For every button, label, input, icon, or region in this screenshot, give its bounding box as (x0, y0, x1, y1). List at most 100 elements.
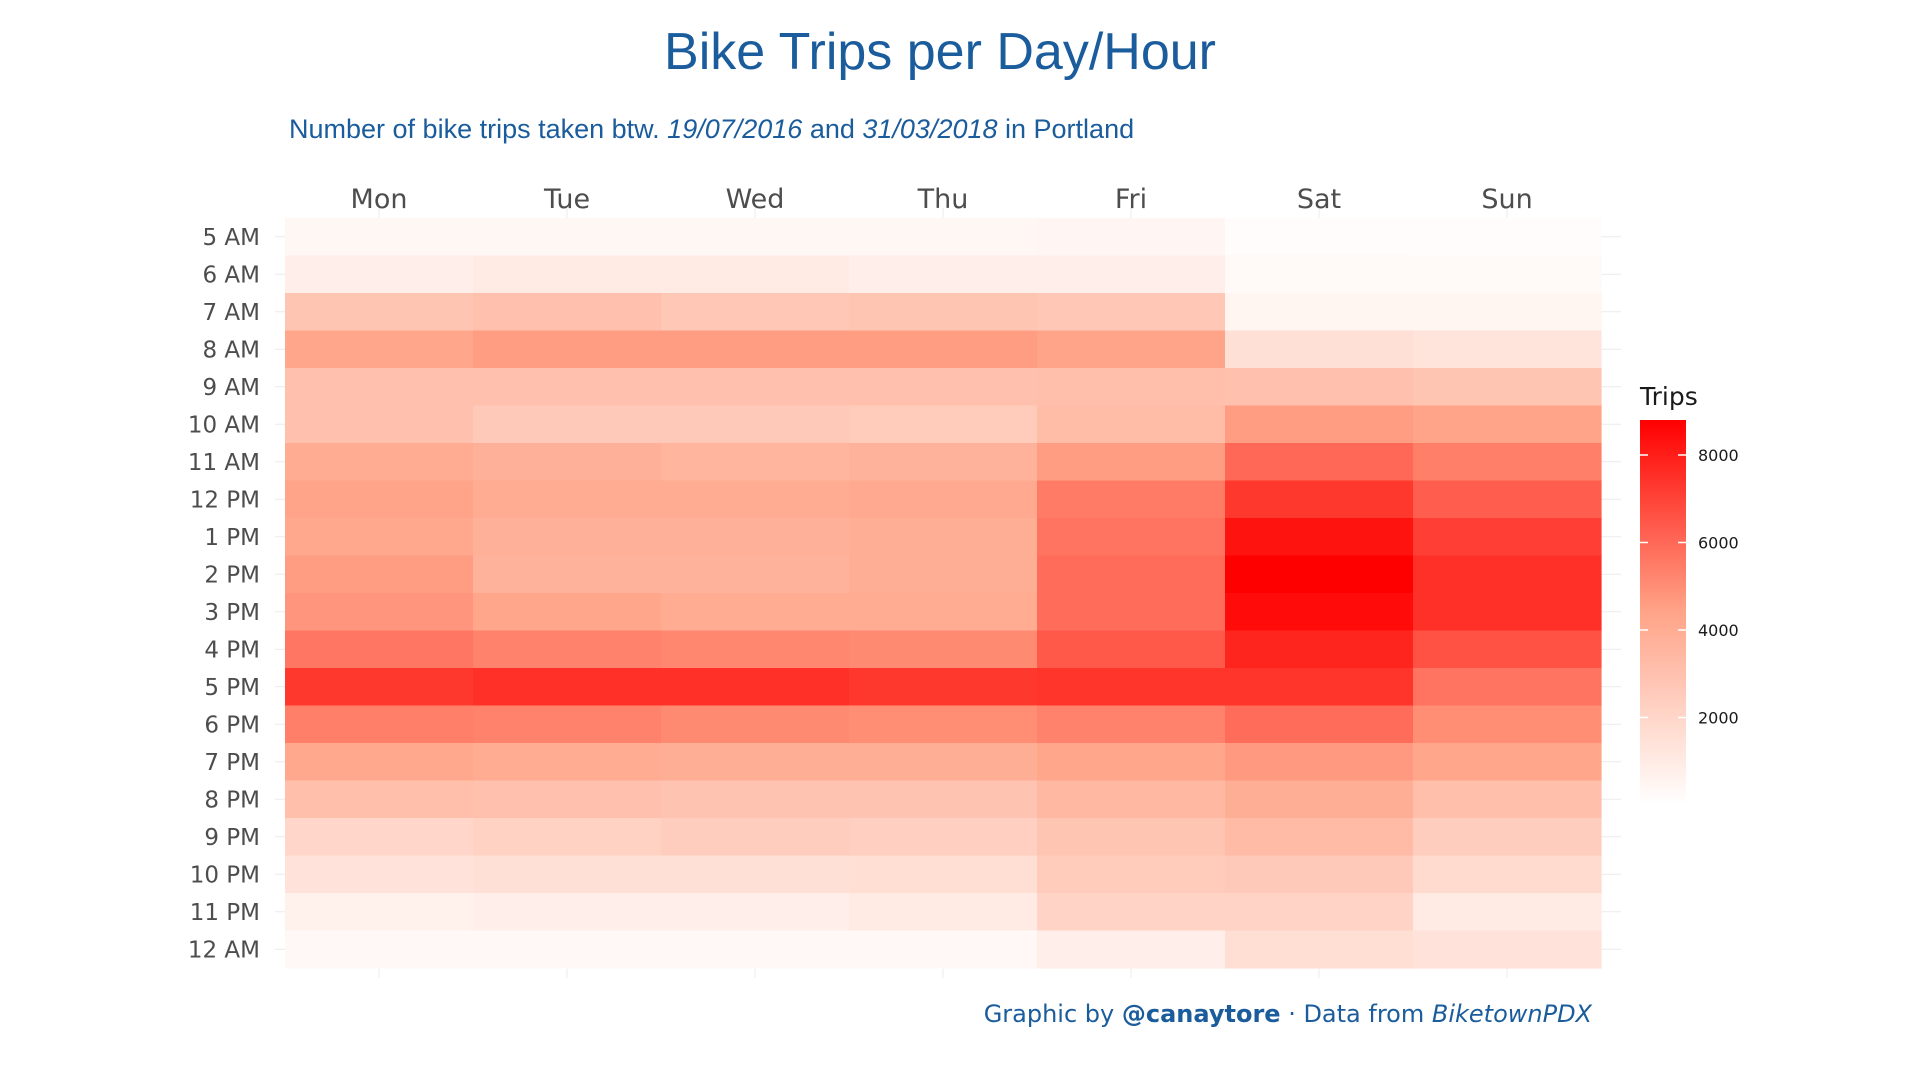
heatmap-cell (1225, 705, 1414, 744)
heatmap-cell (1413, 855, 1602, 894)
heatmap-cell (285, 818, 474, 857)
heatmap-cell (285, 443, 474, 482)
subtitle-end-date: 31/03/2018 (862, 114, 998, 144)
heatmap-cell (1413, 330, 1602, 369)
heatmap-cell (1413, 630, 1602, 669)
heatmap-cell (849, 855, 1038, 894)
heatmap-cell (285, 893, 474, 932)
subtitle-start-date: 19/07/2016 (667, 114, 803, 144)
heatmap-cell (473, 555, 662, 594)
heatmap-cell (1037, 368, 1226, 407)
heatmap-cell (661, 443, 850, 482)
heatmap-cell (1413, 743, 1602, 782)
caption-source: BiketownPDX (1431, 1000, 1592, 1028)
hour-label: 5 AM (202, 225, 260, 251)
heatmap-cell (849, 893, 1038, 932)
heatmap-cell (1225, 518, 1414, 557)
heatmap-cell (1413, 218, 1602, 257)
heatmap-cell (473, 255, 662, 294)
heatmap-cell (849, 293, 1038, 332)
heatmap-cell (1225, 630, 1414, 669)
heatmap-cell (285, 555, 474, 594)
hour-axis-labels: 5 AM 6 AM 7 AM 8 AM 9 AM 10 AM 11 AM 12 PM 1 PM 2… (188, 225, 260, 964)
heatmap-cell (473, 743, 662, 782)
subtitle-prefix: Number of bike trips taken btw. (289, 114, 668, 144)
heatmap-cell (849, 780, 1038, 819)
heatmap-cell (473, 630, 662, 669)
heatmap-cell (285, 930, 474, 969)
day-axis-labels: Mon Tue Wed Thu Fri Sat Sun (351, 184, 1533, 215)
heatmap-cell (473, 780, 662, 819)
heatmap-cell (849, 443, 1038, 482)
heatmap-cell (1037, 705, 1226, 744)
heatmap-cell (661, 593, 850, 632)
heatmap-cell (1413, 705, 1602, 744)
hour-label: 11 PM (190, 900, 260, 926)
heatmap-cell (1037, 405, 1226, 444)
heatmap-cell (1225, 293, 1414, 332)
heatmap-cell (1413, 893, 1602, 932)
heatmap-cell (473, 705, 662, 744)
caption: Graphic by @canaytore · Data from Biketo… (984, 1000, 1592, 1028)
heatmap-cell (661, 780, 850, 819)
hour-label: 5 PM (204, 675, 260, 701)
heatmap-cell (1225, 930, 1414, 969)
heatmap-cell (1037, 818, 1226, 857)
heatmap-cell (473, 518, 662, 557)
heatmap-cell (1413, 480, 1602, 519)
hour-label: 6 AM (202, 262, 260, 288)
heatmap-cell (1413, 555, 1602, 594)
heatmap-cell (849, 930, 1038, 969)
heatmap-cell (1413, 930, 1602, 969)
heatmap-cell (661, 668, 850, 707)
heatmap-cell (1037, 855, 1226, 894)
heatmap-cell (1037, 443, 1226, 482)
hour-label: 12 PM (190, 487, 260, 513)
heatmap-cell (285, 855, 474, 894)
caption-prefix: Graphic by (983, 1000, 1122, 1028)
hour-label: 6 PM (204, 712, 260, 738)
heatmap-cell (849, 368, 1038, 407)
heatmap-cell (285, 668, 474, 707)
day-label: Sat (1297, 184, 1341, 215)
hour-label: 4 PM (204, 637, 260, 663)
heatmap-cell (661, 630, 850, 669)
heatmap-cell (1037, 630, 1226, 669)
heatmap-cell (661, 218, 850, 257)
heatmap-cell (1413, 818, 1602, 857)
heatmap-cell (661, 893, 850, 932)
heatmap-cell (661, 293, 850, 332)
hour-label: 9 PM (204, 825, 260, 851)
heatmap-cell (849, 630, 1038, 669)
heatmap-cell (661, 405, 850, 444)
heatmap-cell (849, 405, 1038, 444)
heatmap-cell (285, 293, 474, 332)
heatmap-cell (661, 930, 850, 969)
legend-tick-label: 4000 (1698, 621, 1739, 640)
heatmap-cell (1225, 818, 1414, 857)
hour-label: 8 PM (204, 787, 260, 813)
day-label: Thu (917, 184, 969, 215)
heatmap-cell (661, 330, 850, 369)
heatmap-cell (1037, 330, 1226, 369)
heatmap-cell (473, 405, 662, 444)
heatmap-cell (285, 743, 474, 782)
heatmap-cell (849, 255, 1038, 294)
heatmap-cell (661, 480, 850, 519)
heatmap-cell (473, 293, 662, 332)
heatmap-cell (1037, 930, 1226, 969)
heatmap-cell (1225, 668, 1414, 707)
heatmap-cell (285, 630, 474, 669)
heatmap-cell (285, 405, 474, 444)
day-label: Wed (726, 184, 785, 215)
subtitle-suffix: in Portland (997, 114, 1135, 144)
legend-tick-label: 2000 (1698, 709, 1739, 728)
heatmap-cell (849, 480, 1038, 519)
heatmap-cell (1413, 255, 1602, 294)
heatmap-cell (1037, 255, 1226, 294)
heatmap-cell (1413, 780, 1602, 819)
heatmap-cell (661, 743, 850, 782)
heatmap-cell (661, 368, 850, 407)
heatmap-cell (1413, 518, 1602, 557)
